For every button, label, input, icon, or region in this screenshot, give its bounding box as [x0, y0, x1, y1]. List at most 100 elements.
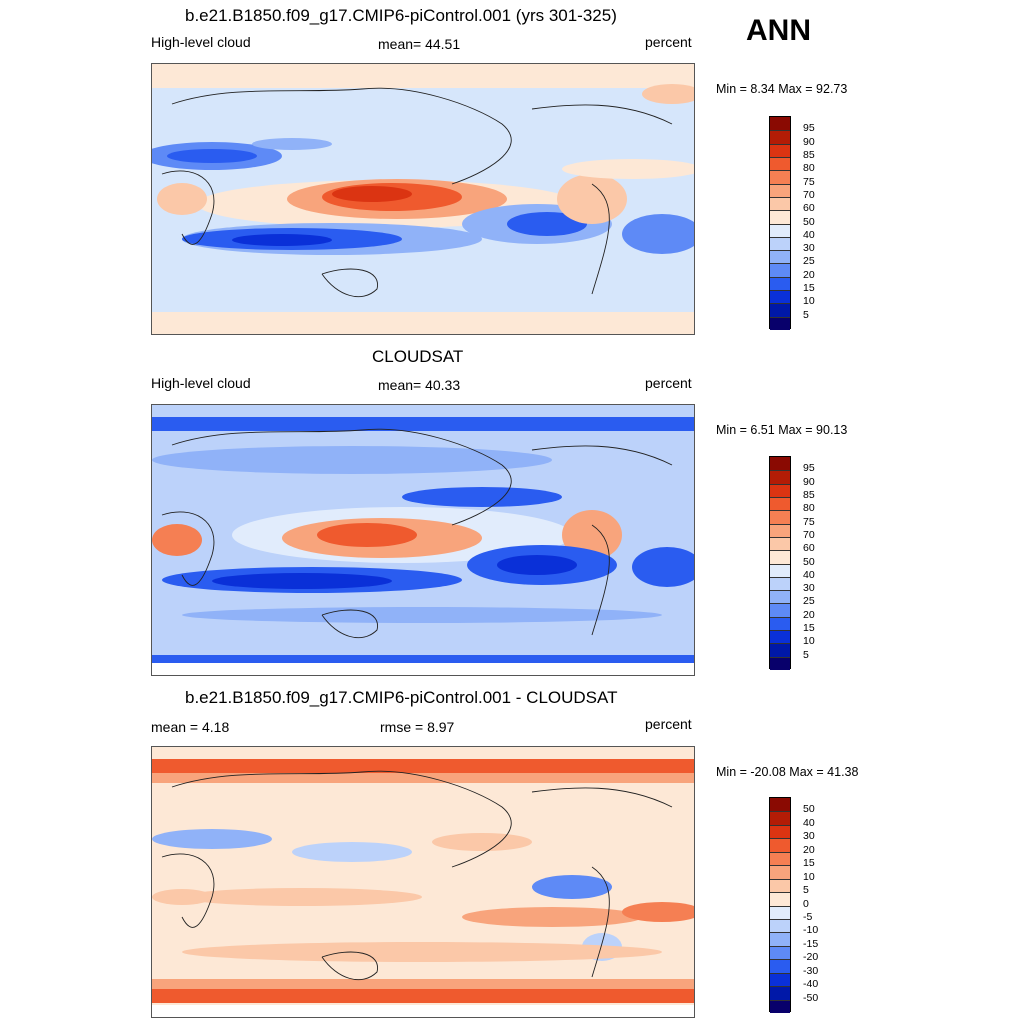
colorbar-tick-label: 15: [803, 282, 815, 295]
map-model: [151, 63, 695, 335]
colorbar-tick-label: -10: [803, 924, 819, 937]
colorbar-segment: [770, 523, 790, 537]
colorbar-tick-label: 50: [803, 803, 815, 816]
colorbar-tick-label: 75: [803, 515, 815, 528]
colorbar-tick-label: -20: [803, 951, 819, 964]
colorbar-tick-label: 15: [803, 857, 815, 870]
colorbar-tick-label: 10: [803, 870, 815, 883]
colorbar-tick-label: 95: [803, 122, 815, 135]
colorbar-tick-label: 10: [803, 635, 815, 648]
colorbar-segment: [770, 878, 790, 893]
colorbar-segment: [770, 986, 790, 1000]
colorbar-tick-label: 80: [803, 162, 815, 175]
colorbar-segment: [770, 316, 790, 330]
panel-minmax-diff: Min = -20.08 Max = 41.38: [716, 765, 859, 779]
colorbar-tick-label: 0: [803, 897, 809, 910]
colorbar-tick-label: 30: [803, 582, 815, 595]
colorbar-segment: [770, 959, 790, 973]
colorbar-segment: [770, 236, 790, 251]
colorbar-segment: [770, 576, 790, 591]
colorbar-segment: [770, 643, 790, 657]
colorbar-tick-label: -30: [803, 964, 819, 977]
colorbar-tick-label: 5: [803, 648, 809, 661]
colorbar-segment: [770, 563, 790, 577]
colorbar-segment: [770, 536, 790, 551]
colorbar-tick-label: 25: [803, 595, 815, 608]
colorbar-tick-label: 25: [803, 255, 815, 268]
colorbar-segment: [770, 656, 790, 670]
colorbar-segment: [770, 811, 790, 825]
colorbar-diff: [769, 797, 791, 1013]
colorbar-segment: [770, 276, 790, 291]
panel-rmse-label-diff: rmse = 8.97: [380, 719, 455, 735]
panel-left-label-model: High-level cloud: [151, 34, 251, 50]
colorbar-tick-label: 50: [803, 215, 815, 228]
colorbar-segment: [770, 223, 790, 237]
colorbar-segment: [770, 838, 790, 852]
colorbar-model: [769, 116, 791, 330]
colorbar-segment: [770, 263, 790, 277]
panel-mean-label-obs: mean= 40.33: [378, 377, 461, 393]
colorbar-tick-label: 20: [803, 608, 815, 621]
colorbar-segment: [770, 918, 790, 933]
panel-mean-label-diff: mean = 4.18: [151, 719, 230, 735]
colorbar-segment: [770, 945, 790, 960]
colorbar-tick-label: -40: [803, 978, 819, 991]
colorbar-segment: [770, 824, 790, 839]
colorbar-obs: [769, 456, 791, 670]
colorbar-tick-label: 40: [803, 568, 815, 581]
colorbar-tick-label: 5: [803, 308, 809, 321]
colorbar-segment: [770, 932, 790, 946]
colorbar-segment: [770, 550, 790, 564]
colorbar-segment: [770, 483, 790, 497]
colorbar-segment: [770, 905, 790, 919]
map-obs: [151, 404, 695, 676]
colorbar-segment: [770, 590, 790, 604]
colorbar-segment: [770, 892, 790, 906]
colorbar-segment: [770, 851, 790, 866]
colorbar-tick-label: 60: [803, 202, 815, 215]
colorbar-tick-label: -5: [803, 910, 813, 923]
colorbar-tick-label: 5: [803, 884, 809, 897]
colorbar-segment: [770, 250, 790, 264]
colorbar-tick-label: 85: [803, 148, 815, 161]
colorbar-tick-label: 40: [803, 816, 815, 829]
colorbar-segment: [770, 865, 790, 879]
colorbar-segment: [770, 170, 790, 184]
colorbar-tick-label: 20: [803, 843, 815, 856]
colorbar-tick-label: 60: [803, 542, 815, 555]
colorbar-segment: [770, 630, 790, 644]
colorbar-tick-label: 30: [803, 242, 815, 255]
colorbar-segment: [770, 603, 790, 617]
colorbar-segment: [770, 470, 790, 484]
colorbar-segment: [770, 143, 790, 157]
colorbar-segment: [770, 130, 790, 144]
panel-title-model: b.e21.B1850.f09_g17.CMIP6-piControl.001 …: [185, 6, 617, 25]
panel-mean-label-model: mean= 44.51: [378, 36, 461, 52]
colorbar-tick-label: 90: [803, 475, 815, 488]
colorbar-tick-label: 80: [803, 502, 815, 515]
colorbar-segment: [770, 183, 790, 197]
colorbar-segment: [770, 972, 790, 987]
map-diff-field: [152, 747, 694, 1017]
colorbar-tick-label: 20: [803, 268, 815, 281]
map-diff: [151, 746, 695, 1018]
colorbar-segment: [770, 798, 790, 812]
colorbar-segment: [770, 510, 790, 524]
colorbar-tick-label: 95: [803, 462, 815, 475]
panel-units-label-obs: percent: [645, 375, 692, 391]
colorbar-tick-label: 15: [803, 622, 815, 635]
colorbar-segment: [770, 496, 790, 511]
colorbar-segment: [770, 290, 790, 304]
panel-title-diff: b.e21.B1850.f09_g17.CMIP6-piControl.001 …: [185, 688, 618, 707]
colorbar-segment: [770, 196, 790, 211]
season-label: ANN: [746, 14, 811, 47]
colorbar-segment: [770, 156, 790, 171]
colorbar-segment: [770, 117, 790, 131]
colorbar-tick-label: 70: [803, 188, 815, 201]
colorbar-segment: [770, 303, 790, 317]
colorbar-segment: [770, 616, 790, 631]
colorbar-tick-label: -15: [803, 937, 819, 950]
colorbar-tick-label: 90: [803, 135, 815, 148]
colorbar-tick-label: 30: [803, 830, 815, 843]
